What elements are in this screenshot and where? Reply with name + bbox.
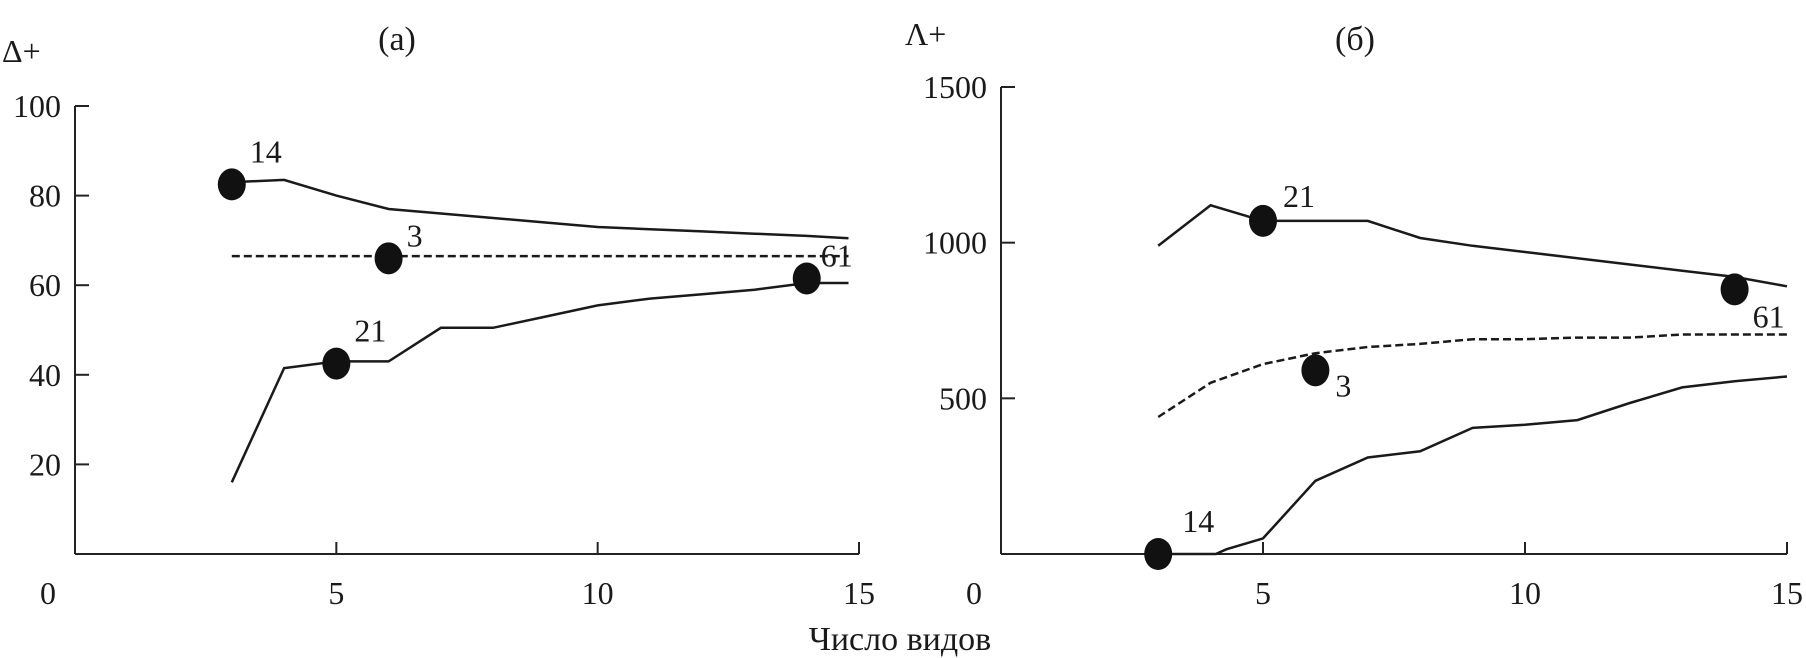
x-tick-label: 5 xyxy=(1255,575,1271,611)
series-line-mean xyxy=(1157,333,1787,419)
y-tick-label: 1000 xyxy=(923,225,987,261)
x-tick-label: 0 xyxy=(966,575,982,611)
data-point xyxy=(374,242,403,275)
y-tick-label: 500 xyxy=(939,380,987,416)
y-axis-label: Δ+ xyxy=(2,33,41,69)
y-tick-label: 80 xyxy=(29,178,61,214)
panel-title: (б) xyxy=(1335,21,1375,58)
panel-title: (a) xyxy=(378,21,416,58)
series-line-lower xyxy=(1158,375,1788,556)
data-point xyxy=(217,168,246,201)
data-point xyxy=(1720,273,1749,306)
x-tick-label: 10 xyxy=(1509,575,1541,611)
y-tick-label: 20 xyxy=(29,446,61,482)
y-tick-label: 40 xyxy=(29,357,61,393)
x-tick-label: 15 xyxy=(843,575,875,611)
series-line-upper xyxy=(231,178,849,240)
y-tick-label: 1500 xyxy=(923,69,987,105)
data-point-label: 61 xyxy=(821,237,853,273)
x-tick-label: 10 xyxy=(582,575,614,611)
panel-a: (a) Δ+ 0 5 10 15 20 40 60 80 100 14 3 21 61 xyxy=(2,21,875,611)
data-point-label: 3 xyxy=(407,217,423,253)
data-point xyxy=(1301,354,1330,387)
data-point xyxy=(792,262,821,295)
data-point-label: 3 xyxy=(1335,367,1351,403)
data-point-label: 21 xyxy=(1283,178,1315,214)
x-tick-label: 0 xyxy=(40,575,56,611)
data-point-label: 14 xyxy=(1182,503,1214,539)
x-axis-label: Число видов xyxy=(809,621,991,658)
series-line-lower xyxy=(230,281,849,483)
y-axis-label: Λ+ xyxy=(905,16,946,52)
y-tick-label: 60 xyxy=(29,267,61,303)
data-point xyxy=(322,347,351,380)
data-point-label: 61 xyxy=(1753,298,1785,334)
x-tick-label: 5 xyxy=(328,575,344,611)
data-point xyxy=(1144,538,1173,570)
data-point-label: 14 xyxy=(250,133,282,169)
panel-b: (б) Λ+ 0 5 10 15 500 1000 1500 14 21 3 61 xyxy=(905,16,1803,611)
y-tick-label: 100 xyxy=(13,88,61,124)
x-tick-label: 15 xyxy=(1771,575,1803,611)
data-point-label: 21 xyxy=(354,313,386,349)
data-point xyxy=(1249,204,1277,237)
